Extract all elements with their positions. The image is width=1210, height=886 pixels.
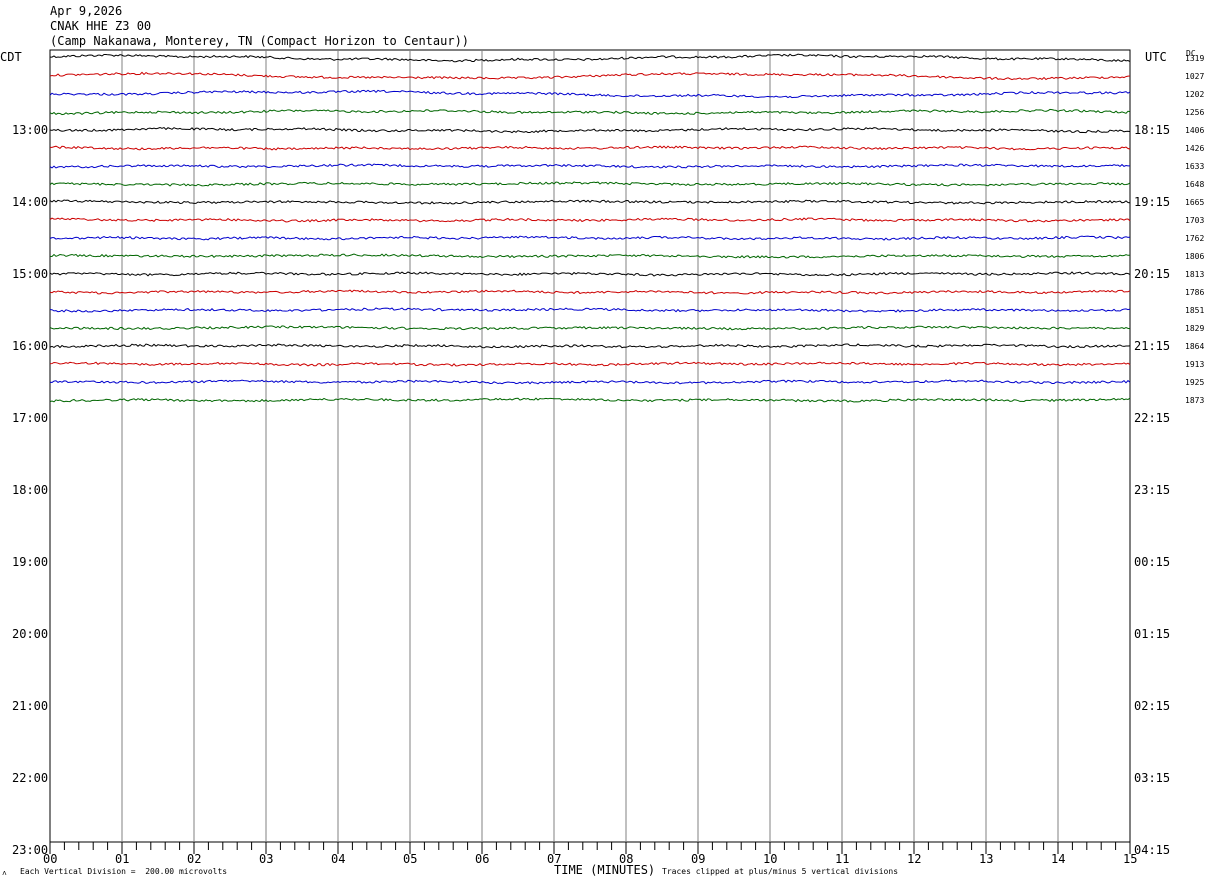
right-hour-label: 04:15 (1134, 843, 1171, 857)
vertical-grid (121, 50, 1059, 842)
trace-line (49, 343, 1131, 349)
x-tick-label: 13 (979, 852, 994, 866)
trace-line (49, 361, 1131, 367)
plot-date: Apr 9,2026 (50, 4, 123, 18)
trace-line (49, 53, 1131, 63)
x-tick-label: 04 (331, 852, 346, 866)
footer-clip-note: Traces clipped at plus/minus 5 vertical … (662, 867, 899, 876)
dc-offset-label: 1256 (1185, 108, 1205, 117)
left-hour-label: 14:00 (12, 195, 49, 209)
x-tick-label: 06 (475, 852, 490, 866)
left-hour-label: 20:00 (12, 627, 49, 641)
left-hour-label: 23:00 (12, 843, 49, 857)
trace-line (49, 108, 1131, 116)
trace-line (49, 181, 1131, 187)
dc-offset-label: 1665 (1185, 198, 1205, 207)
x-tick-label: 00 (43, 852, 58, 866)
x-tick-label: 03 (259, 852, 274, 866)
trace-line (49, 217, 1131, 223)
x-tick-label: 15 (1123, 852, 1138, 866)
x-tick-label: 10 (763, 852, 778, 866)
dc-offset-label: 1426 (1185, 144, 1205, 153)
dc-offset-label: 1648 (1185, 180, 1205, 189)
right-hour-label: 02:15 (1134, 699, 1171, 713)
trace-line (49, 126, 1131, 134)
dc-offset-label: 1703 (1185, 216, 1205, 225)
dc-offset-label: 1851 (1185, 306, 1205, 315)
dc-offset-label: 1913 (1185, 360, 1205, 369)
x-axis-title: TIME (MINUTES) (554, 863, 656, 877)
left-hour-label: 22:00 (12, 771, 49, 785)
trace-line (49, 145, 1131, 151)
dc-offset-label: 1925 (1185, 378, 1205, 387)
x-tick-label: 12 (907, 852, 922, 866)
x-axis-ticks (49, 842, 1131, 854)
trace-line (49, 89, 1131, 99)
left-hour-label: 19:00 (12, 555, 49, 569)
right-hour-label: 01:15 (1134, 627, 1171, 641)
x-tick-label: 01 (115, 852, 130, 866)
dc-offset-label: 1806 (1185, 252, 1205, 261)
footer-scale-note: Each Vertical Division = 200.00 microvol… (20, 867, 228, 876)
dc-offset-label: 1873 (1185, 396, 1205, 405)
trace-line (49, 235, 1131, 241)
dc-offset-label: 1319 (1185, 54, 1205, 63)
station-location: (Camp Nakanawa, Monterey, TN (Compact Ho… (50, 34, 470, 48)
dc-offset-label: 1786 (1185, 288, 1205, 297)
left-hour-label: 16:00 (12, 339, 49, 353)
plot-frame (49, 49, 1131, 843)
right-hour-label: 19:15 (1134, 195, 1171, 209)
trace-line (49, 307, 1131, 313)
trace-line (49, 397, 1131, 403)
right-axis-timezone: UTC (1145, 50, 1167, 64)
left-hour-label: 21:00 (12, 699, 49, 713)
trace-line (49, 325, 1131, 331)
trace-line (49, 271, 1131, 277)
dc-offset-label: 1027 (1185, 72, 1205, 81)
dc-offset-label: 1813 (1185, 270, 1205, 279)
x-tick-label: 08 (619, 852, 634, 866)
trace-line (49, 71, 1131, 81)
left-hour-label: 17:00 (12, 411, 49, 425)
right-hour-label: 00:15 (1134, 555, 1171, 569)
station-code: CNAK HHE Z3 00 (50, 19, 152, 33)
dc-offset-label: 1202 (1185, 90, 1205, 99)
x-tick-label: 05 (403, 852, 418, 866)
dc-offset-label: 1864 (1185, 342, 1205, 351)
dc-offset-label: 1762 (1185, 234, 1205, 243)
left-hour-label: 15:00 (12, 267, 49, 281)
dc-offset-label: 1633 (1185, 162, 1205, 171)
right-hour-label: 18:15 (1134, 123, 1171, 137)
trace-line (49, 199, 1131, 205)
left-axis-timezone: CDT (0, 50, 22, 64)
trace-line (49, 289, 1131, 295)
x-tick-label: 02 (187, 852, 202, 866)
x-tick-label: 11 (835, 852, 850, 866)
trace-line (49, 163, 1131, 169)
dc-offset-label: 1829 (1185, 324, 1205, 333)
right-hour-label: 20:15 (1134, 267, 1171, 281)
dc-header: DC (1186, 49, 1196, 58)
x-tick-label: 14 (1051, 852, 1066, 866)
right-hour-label: 23:15 (1134, 483, 1171, 497)
left-hour-label: 18:00 (12, 483, 49, 497)
seismic-traces (49, 53, 1131, 403)
left-hour-label: 13:00 (12, 123, 49, 137)
x-tick-label: 07 (547, 852, 562, 866)
dc-offset-label: 1406 (1185, 126, 1205, 135)
trace-line (49, 379, 1131, 385)
footer-mark: ˄ (2, 869, 7, 878)
x-tick-label: 09 (691, 852, 706, 866)
right-hour-label: 22:15 (1134, 411, 1171, 425)
right-hour-label: 21:15 (1134, 339, 1171, 353)
right-hour-label: 03:15 (1134, 771, 1171, 785)
trace-line (49, 253, 1131, 259)
